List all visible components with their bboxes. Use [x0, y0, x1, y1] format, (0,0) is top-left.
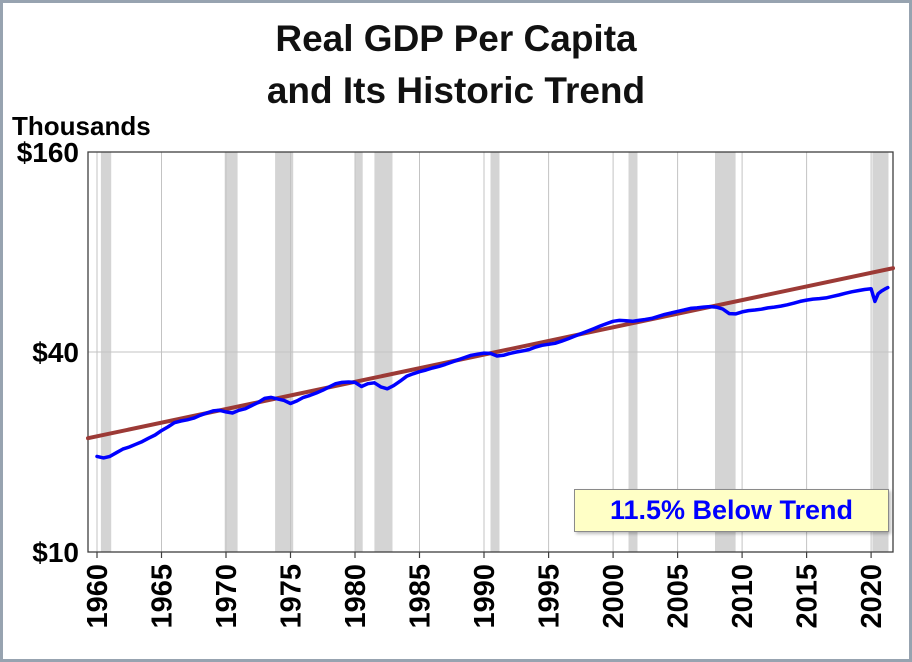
x-tick-label: 1985: [405, 564, 437, 629]
x-tick-label: 1995: [534, 564, 566, 629]
y-tick-label: $160: [17, 137, 79, 168]
plot-border: [87, 151, 894, 553]
x-tick-label: 2015: [792, 564, 824, 629]
x-tick-label: 2010: [727, 564, 759, 629]
y-tick-label: $40: [32, 337, 79, 368]
y-tick-label: $10: [32, 537, 79, 568]
chart-title-line1: Real GDP Per Capita: [275, 18, 637, 59]
plot-area: 1960 1965 1970 1975 1980 1985 1990 1995 2000 2005…: [17, 137, 895, 629]
chart-canvas: Real GDP Per Capita and Its Historic Tre…: [3, 3, 909, 659]
x-tick-label: 1975: [276, 564, 308, 629]
x-tick-label: 1960: [82, 564, 114, 629]
below-trend-text: 11.5% Below Trend: [609, 495, 854, 525]
x-tick-label: 1965: [147, 564, 179, 629]
below-trend-callout: 11.5% Below Trend: [574, 489, 889, 532]
x-tick-label: 1980: [340, 564, 372, 629]
x-tick-label: 1970: [211, 564, 243, 629]
x-tick-label: 2000: [598, 564, 630, 629]
chart-title: Real GDP Per Capita and Its Historic Tre…: [3, 13, 909, 117]
x-tick-label: 1990: [469, 564, 501, 629]
gdp-line: [95, 285, 890, 460]
chart-title-line2: and Its Historic Trend: [266, 70, 646, 111]
x-tick-label: 2020: [856, 564, 888, 629]
x-tick-label: 2005: [663, 564, 695, 629]
y-axis-units-label: Thousands: [12, 111, 151, 141]
